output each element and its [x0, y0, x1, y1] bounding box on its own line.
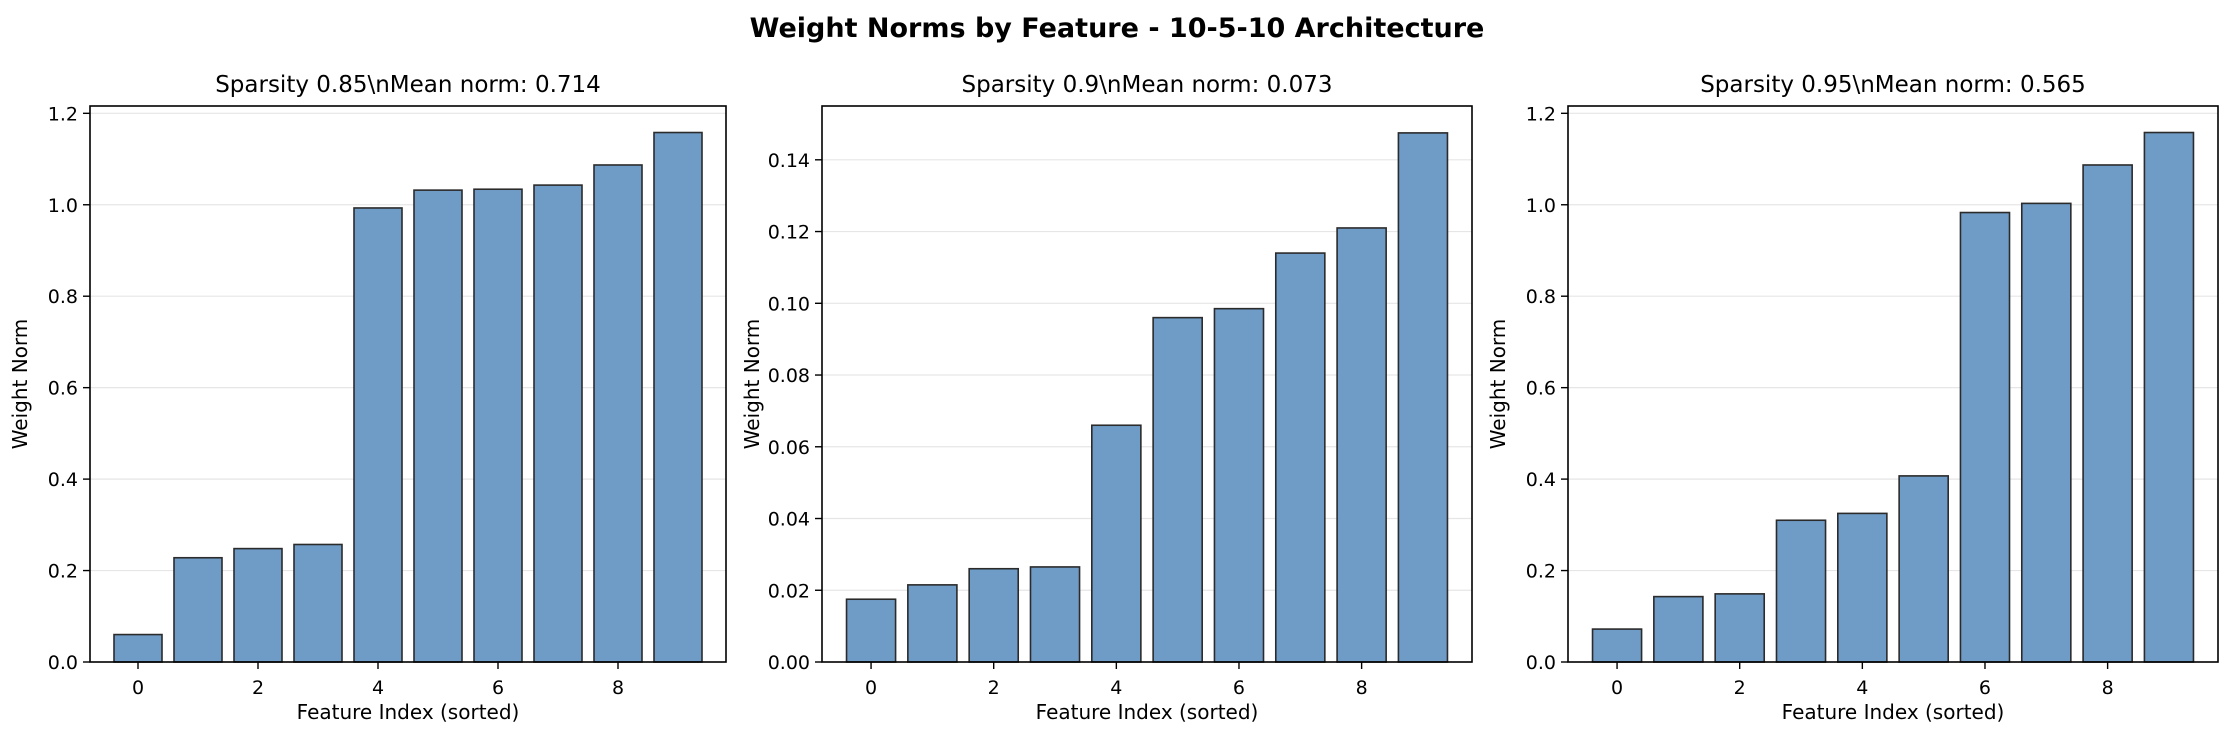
- y-tick-label: 0.12: [768, 222, 810, 244]
- figure-suptitle: Weight Norms by Feature - 10-5-10 Archit…: [750, 13, 1485, 44]
- subplot-title: Sparsity 0.9\nMean norm: 0.073: [962, 72, 1333, 98]
- y-tick-label: 0.00: [768, 652, 810, 674]
- bar-feature-0: [845, 598, 897, 663]
- y-tick-label: 0.4: [48, 469, 78, 491]
- x-tick-label: 8: [612, 677, 624, 699]
- bar-feature-6: [1213, 307, 1265, 663]
- x-tick-label: 2: [988, 677, 1000, 699]
- x-tick-label: 0: [865, 677, 877, 699]
- subplot-1: 0.0 0.2 0.4 0.6 0.8 1.0 1.2 0 2 4 6 8 Sparsity 0.85\…: [8, 72, 727, 724]
- bar-feature-9: [653, 131, 703, 663]
- y-tick-label: 1.0: [1526, 195, 1556, 217]
- y-tick-label: 0.8: [48, 286, 78, 308]
- bar-feature-3: [293, 543, 343, 663]
- x-tick-label: 8: [1356, 677, 1368, 699]
- x-tick-label: 4: [372, 677, 384, 699]
- x-axis-label: Feature Index (sorted): [1036, 700, 1259, 724]
- y-tick-label: 0.02: [768, 580, 810, 602]
- bar-feature-0: [113, 633, 163, 663]
- bar-feature-1: [173, 556, 223, 663]
- y-tick-label: 0.0: [48, 652, 78, 674]
- subplot-title: Sparsity 0.85\nMean norm: 0.714: [215, 72, 601, 98]
- y-tick-label: 0.04: [768, 509, 810, 531]
- bar-feature-6: [1959, 211, 2011, 663]
- bar-feature-1: [907, 584, 958, 663]
- x-tick-label: 6: [1979, 677, 1991, 699]
- subplot-2: 0.00 0.02 0.04 0.06 0.08 0.10 0.12 0.14 0 2 4 6 8 Spa…: [740, 72, 1473, 724]
- x-tick-label: 4: [1856, 677, 1868, 699]
- x-axis-label: Feature Index (sorted): [1782, 700, 2005, 724]
- y-axis-label: Weight Norm: [8, 319, 32, 450]
- x-tick-label: 0: [1611, 677, 1623, 699]
- bar-feature-4: [1837, 512, 1888, 663]
- bar-feature-4: [353, 207, 403, 663]
- bar-feature-0: [1591, 628, 1643, 663]
- x-tick-label: 2: [1734, 677, 1746, 699]
- bar-feature-9: [1397, 132, 1449, 663]
- y-tick-label: 0.8: [1526, 286, 1556, 308]
- bar-feature-5: [1898, 475, 1949, 663]
- x-tick-label: 4: [1110, 677, 1122, 699]
- bar-feature-8: [2082, 164, 2133, 663]
- y-tick-label: 0.10: [768, 293, 810, 315]
- y-tick-label: 1.0: [48, 195, 78, 217]
- bar-feature-2: [968, 567, 1020, 663]
- x-tick-label: 6: [1233, 677, 1245, 699]
- y-tick-label: 0.08: [768, 365, 810, 387]
- bar-feature-2: [233, 547, 283, 663]
- bar-feature-7: [1274, 252, 1326, 663]
- bar-feature-5: [413, 189, 463, 663]
- y-tick-label: 0.06: [768, 437, 810, 459]
- x-tick-label: 6: [492, 677, 504, 699]
- bar-feature-8: [1336, 227, 1387, 663]
- y-axis-label: Weight Norm: [1486, 319, 1510, 450]
- bar-feature-8: [593, 164, 643, 663]
- bar-feature-2: [1714, 593, 1766, 663]
- subplots: 0.0 0.2 0.4 0.6 0.8 1.0 1.2 0 2 4 6 8 Sparsity 0.85\…: [8, 72, 2219, 724]
- y-tick-label: 0.4: [1526, 469, 1556, 491]
- bar-feature-4: [1091, 424, 1142, 663]
- x-tick-label: 8: [2102, 677, 2114, 699]
- axes-frame: [89, 105, 727, 663]
- x-axis-label: Feature Index (sorted): [297, 700, 520, 724]
- bar-feature-5: [1152, 316, 1203, 663]
- y-tick-label: 0.0: [1526, 652, 1556, 674]
- bar-feature-3: [1029, 566, 1081, 663]
- axes-frame: [821, 105, 1473, 663]
- x-tick-label: 0: [132, 677, 144, 699]
- y-tick-label: 0.6: [1526, 378, 1556, 400]
- axes-frame: [1567, 105, 2219, 663]
- x-tick-label: 2: [252, 677, 264, 699]
- bar-feature-1: [1653, 595, 1704, 663]
- y-tick-label: 1.2: [1526, 103, 1556, 125]
- bar-feature-6: [473, 188, 523, 663]
- subplot-title: Sparsity 0.95\nMean norm: 0.565: [1700, 72, 2086, 98]
- bar-feature-7: [533, 184, 583, 663]
- bar-feature-9: [2143, 131, 2195, 663]
- subplot-3: 0.0 0.2 0.4 0.6 0.8 1.0 1.2 0 2 4 6 8 Sparsity 0.95\…: [1486, 72, 2219, 724]
- y-axis-label: Weight Norm: [740, 319, 764, 450]
- y-tick-label: 0.2: [48, 561, 78, 583]
- bar-feature-7: [2020, 202, 2072, 663]
- y-tick-label: 0.2: [1526, 561, 1556, 583]
- y-tick-label: 0.14: [768, 150, 810, 172]
- bar-feature-3: [1775, 519, 1827, 663]
- y-tick-label: 1.2: [48, 103, 78, 125]
- y-tick-label: 0.6: [48, 378, 78, 400]
